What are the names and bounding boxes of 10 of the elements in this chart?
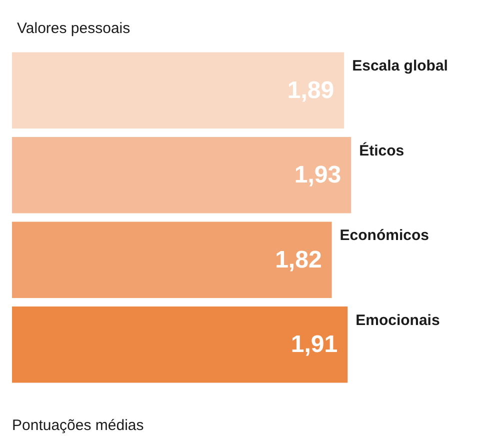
y-tick-label: Escala global bbox=[352, 58, 448, 75]
data-label: 1,91 bbox=[290, 331, 338, 358]
chart-title: Valores pessoais bbox=[17, 20, 130, 37]
data-label: 1,82 bbox=[275, 246, 322, 274]
data-label: 1,89 bbox=[287, 76, 334, 104]
data-label: 1,93 bbox=[294, 162, 342, 189]
x-axis-title: Pontuações médias bbox=[12, 417, 144, 434]
y-tick-label: Éticos bbox=[359, 141, 404, 160]
y-tick-label: Económicos bbox=[340, 227, 429, 244]
y-tick-label: Emocionais bbox=[356, 312, 440, 329]
